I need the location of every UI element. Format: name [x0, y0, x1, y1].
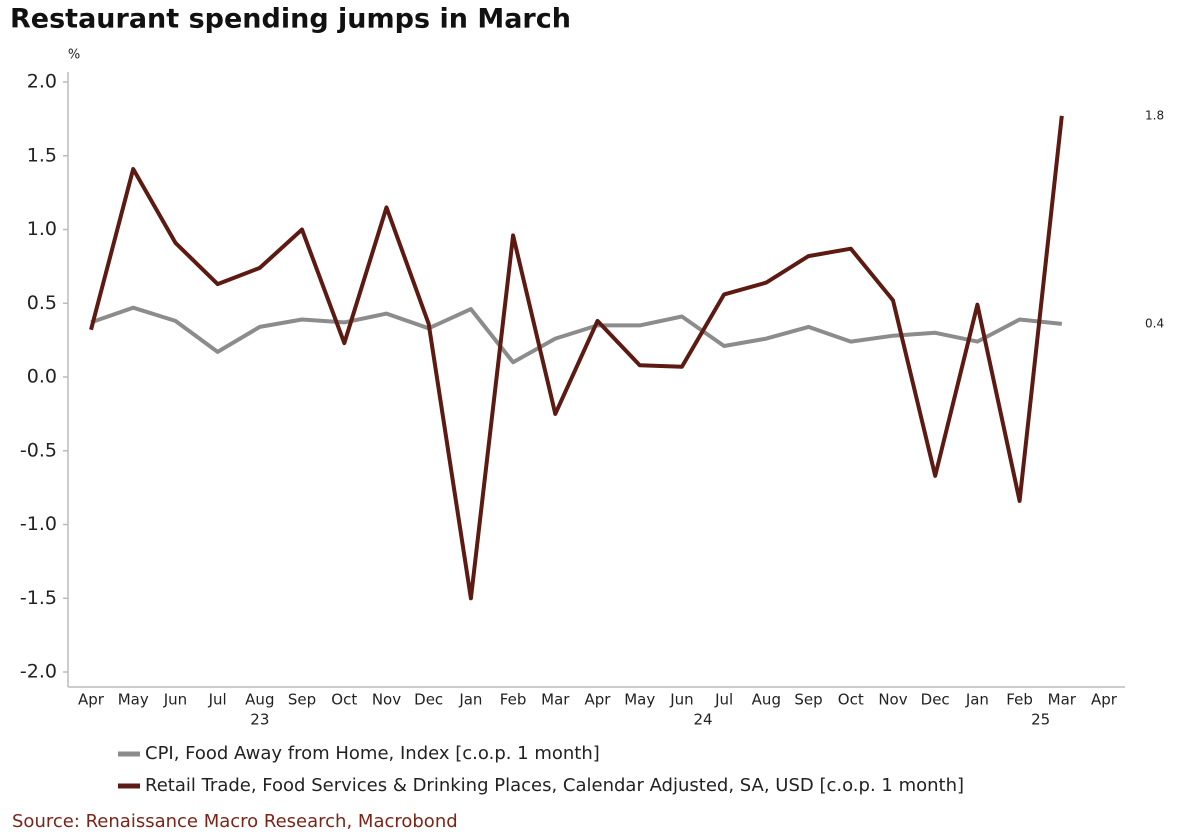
y-tick-label: 2.0 [27, 71, 57, 93]
x-tick-label: Nov [372, 691, 401, 709]
x-tick-label: Dec [414, 691, 443, 709]
x-group-label: 25 [1031, 711, 1050, 729]
series-line [89, 115, 1064, 601]
y-tick-label: 0.0 [27, 366, 57, 388]
x-tick-label: Sep [794, 691, 822, 709]
y-tick-label: -1.0 [20, 513, 57, 535]
x-group-label: 23 [250, 711, 269, 729]
source: Source: Renaissance Macro Research, Macr… [12, 811, 458, 832]
y-tick-label: 0.5 [27, 292, 57, 314]
y-tick-label: -0.5 [20, 439, 57, 461]
y-tick-label: 1.5 [27, 144, 57, 166]
x-tick-label: Jul [714, 691, 733, 709]
x-tick-label: Jun [163, 691, 187, 709]
end-label: 1.8 [1145, 108, 1164, 122]
y-tick-label: 1.0 [27, 218, 57, 240]
x-tick-label: May [624, 691, 655, 709]
x-tick-label: Apr [1091, 691, 1118, 709]
x-tick-label: Sep [288, 691, 316, 709]
y-tick-label: -2.0 [20, 661, 57, 683]
x-tick-label: Jan [965, 691, 989, 709]
x-tick-label: Jun [669, 691, 693, 709]
x-tick-label: Jan [458, 691, 482, 709]
series-line [90, 305, 1063, 365]
x-tick-label: Mar [1048, 691, 1077, 709]
x-tick-label: Nov [878, 691, 907, 709]
x-tick-label: Jul [208, 691, 227, 709]
x-tick-label: Mar [541, 691, 570, 709]
x-tick-label: Feb [1006, 691, 1033, 709]
y-unit: % [68, 48, 80, 63]
legend-label: Retail Trade, Food Services & Drinking P… [145, 775, 964, 796]
y-tick-label: -1.5 [20, 587, 57, 609]
x-group-label: 24 [693, 711, 712, 729]
legend-label: CPI, Food Away from Home, Index [c.o.p. … [145, 743, 600, 764]
end-label: 0.4 [1145, 316, 1164, 330]
x-tick-label: Aug [245, 691, 274, 709]
x-tick-label: Apr [585, 691, 612, 709]
x-tick-label: May [118, 691, 149, 709]
x-tick-label: Oct [331, 691, 357, 709]
chart-title: Restaurant spending jumps in March [10, 4, 571, 35]
x-tick-label: Apr [78, 691, 105, 709]
x-tick-label: Dec [921, 691, 950, 709]
x-tick-label: Aug [752, 691, 781, 709]
x-tick-label: Feb [500, 691, 527, 709]
x-tick-label: Oct [838, 691, 864, 709]
